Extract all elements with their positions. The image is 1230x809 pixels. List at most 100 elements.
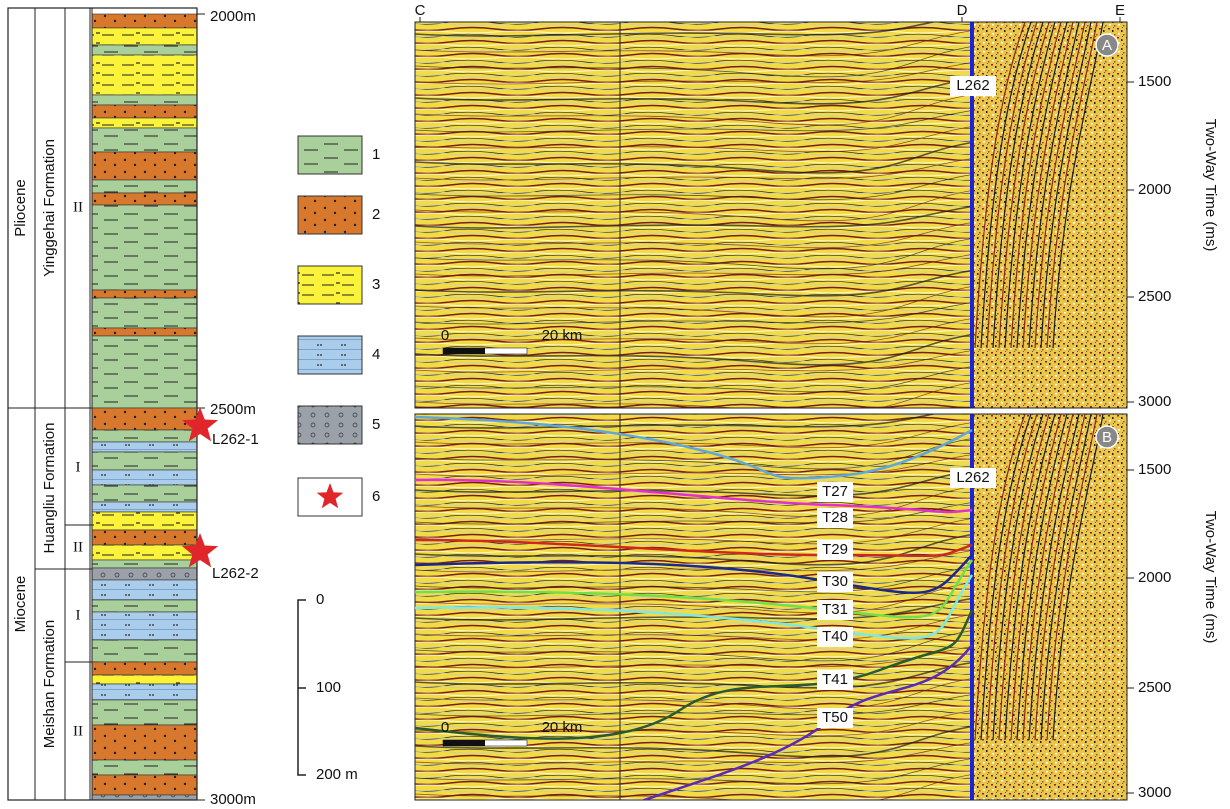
lithology-layer	[92, 95, 197, 105]
well-label: L262	[956, 77, 989, 94]
lithology-layer	[92, 118, 197, 128]
member-label: II	[73, 723, 83, 739]
figure: Pliocene Miocene Yinggehai Formation Huangl…	[0, 0, 1230, 809]
axis-tick-label: 1500	[1138, 461, 1171, 478]
lithology-layer	[92, 502, 197, 512]
lithology-layer	[92, 512, 197, 530]
lithology-layer	[92, 14, 197, 28]
lithology-layer	[92, 205, 197, 290]
legend-label: 6	[372, 488, 380, 505]
horizon-label: T28	[822, 509, 848, 526]
lithology-layer	[92, 28, 197, 45]
axis-tick-label: 2500	[1138, 288, 1171, 305]
lithology-layer	[92, 700, 197, 725]
legend-swatch	[298, 336, 362, 374]
lithology-layer	[92, 452, 197, 470]
member-label: II	[73, 539, 83, 555]
axis-tick-label: 1500	[1138, 73, 1171, 90]
legend-swatch	[298, 406, 362, 444]
scale-label: 100	[316, 679, 341, 696]
lithology-layer	[92, 560, 197, 568]
lithology-layer	[92, 545, 197, 560]
rotated-label: Huangliu Formation	[41, 423, 58, 554]
axis-title: Two-Way Time (ms)	[1202, 119, 1219, 252]
scale-label: 0	[316, 591, 324, 608]
lithology-layer	[92, 662, 197, 675]
page: Pliocene Miocene Yinggehai Formation Huangl…	[0, 0, 1230, 809]
well-label: L262-1	[212, 431, 259, 448]
lithology-layer	[92, 105, 197, 118]
lithology-layer	[92, 442, 197, 452]
rotated-label: Pliocene	[12, 179, 29, 237]
horizon-label: T41	[822, 671, 848, 688]
horizon-label: T50	[822, 709, 848, 726]
lithology-layer	[92, 45, 197, 55]
lithology-layer	[92, 760, 197, 775]
panel-label: A	[1102, 37, 1112, 54]
lithology-layer	[92, 193, 197, 205]
depth-label: 2500m	[210, 401, 256, 418]
lithology-layer	[92, 600, 197, 612]
lithology-layer	[92, 675, 197, 684]
legend-label: 5	[372, 416, 380, 433]
horizon-label: T29	[822, 541, 848, 558]
well-label: L262-2	[212, 565, 259, 582]
scale-label: 0	[441, 327, 449, 344]
section-point: D	[957, 2, 968, 19]
lithology-layer	[92, 408, 197, 430]
lithology-layer	[92, 470, 197, 485]
lithology-layer	[92, 128, 197, 152]
lithology-layer	[92, 684, 197, 700]
lithology-layer	[92, 328, 197, 336]
legend-label: 3	[372, 276, 380, 293]
panel-label: B	[1102, 429, 1112, 446]
legend-label: 4	[372, 346, 380, 363]
scale-bar-black	[443, 348, 485, 354]
lithology-layer	[92, 568, 197, 580]
lithology-layer	[92, 725, 197, 760]
member-label: II	[73, 199, 83, 215]
member-label: I	[76, 607, 81, 623]
rotated-label: Miocene	[12, 576, 29, 633]
lithology-layer	[92, 152, 197, 180]
axis-tick-label: 2000	[1138, 569, 1171, 586]
lithology-layer	[92, 530, 197, 545]
legend-label: 1	[372, 146, 380, 163]
axis-tick-label: 2000	[1138, 181, 1171, 198]
lithology-layer	[92, 485, 197, 502]
scale-label: 200 m	[316, 766, 358, 783]
legend-swatch	[298, 266, 362, 304]
lithology-layer	[92, 775, 197, 795]
well-label: L262	[956, 469, 989, 486]
depth-label: 3000m	[210, 791, 256, 808]
seismic-sections	[415, 14, 1134, 805]
member-label: I	[76, 459, 81, 475]
legend-swatch	[298, 196, 362, 234]
horizon-label: T40	[822, 628, 848, 645]
lithology-layer	[92, 180, 197, 193]
rotated-label: Meishan Formation	[41, 620, 58, 748]
stratigraphic-column	[8, 8, 362, 800]
depth-label: 2000m	[210, 8, 256, 25]
lithology-layer	[92, 640, 197, 662]
axis-tick-label: 2500	[1138, 679, 1171, 696]
axis-tick-label: 3000	[1138, 784, 1171, 801]
scale-bar-black	[443, 740, 485, 746]
legend-label: 2	[372, 206, 380, 223]
legend-swatch	[298, 136, 362, 174]
scale-label: 20 km	[542, 327, 583, 344]
lithology-layer	[92, 336, 197, 408]
axis-tick-label: 3000	[1138, 393, 1171, 410]
lithology-layer	[92, 298, 197, 328]
axis-title: Two-Way Time (ms)	[1202, 511, 1219, 644]
lithology-layer	[92, 55, 197, 95]
rotated-label: Yinggehai Formation	[41, 139, 58, 277]
section-point: C	[415, 2, 426, 19]
horizon-label: T31	[822, 601, 848, 618]
lithology-layer	[92, 795, 197, 800]
lithology-layer	[92, 580, 197, 600]
horizon-label: T30	[822, 573, 848, 590]
scale-label: 20 km	[542, 719, 583, 736]
scale-label: 0	[441, 719, 449, 736]
lithology-layer	[92, 290, 197, 298]
